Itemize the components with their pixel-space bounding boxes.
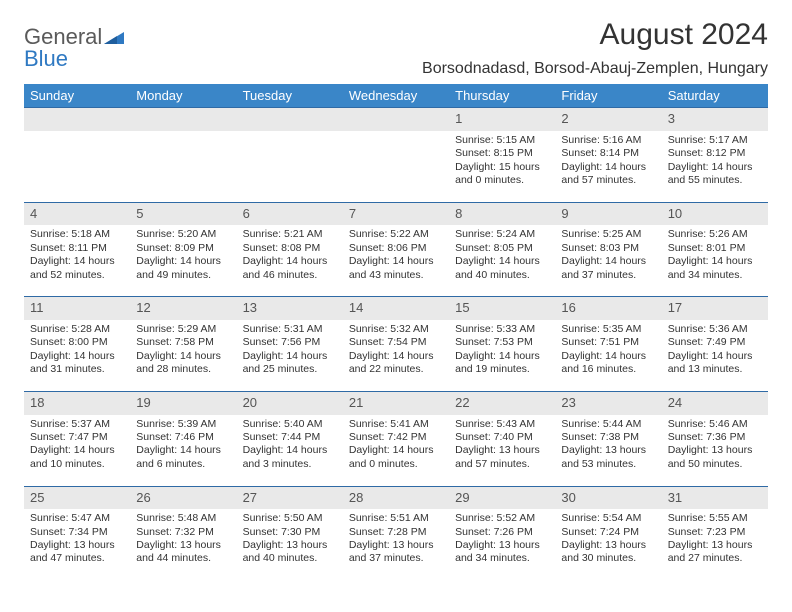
day-details-cell: Sunrise: 5:28 AMSunset: 8:00 PMDaylight:… — [24, 320, 130, 392]
weekday-header: Monday — [130, 84, 236, 108]
day-number-cell: 29 — [449, 486, 555, 509]
day-details-cell — [237, 131, 343, 203]
day-number-cell: 6 — [237, 202, 343, 225]
logo-triangle-icon — [104, 24, 124, 50]
day-number-cell: 27 — [237, 486, 343, 509]
day-details-cell: Sunrise: 5:20 AMSunset: 8:09 PMDaylight:… — [130, 225, 236, 297]
day-number-cell: 31 — [662, 486, 768, 509]
day-number-cell: 10 — [662, 202, 768, 225]
day-details-cell: Sunrise: 5:50 AMSunset: 7:30 PMDaylight:… — [237, 509, 343, 580]
day-number-cell: 19 — [130, 391, 236, 414]
header: GeneralBlue August 2024 Borsodnadasd, Bo… — [24, 18, 768, 78]
day-number-cell: 16 — [555, 297, 661, 320]
day-number-cell: 26 — [130, 486, 236, 509]
weekday-header: Friday — [555, 84, 661, 108]
day-number-cell: 8 — [449, 202, 555, 225]
day-details-cell — [24, 131, 130, 203]
weekday-header: Wednesday — [343, 84, 449, 108]
day-number-cell: 3 — [662, 108, 768, 131]
day-details-cell: Sunrise: 5:15 AMSunset: 8:15 PMDaylight:… — [449, 131, 555, 203]
day-number-cell — [343, 108, 449, 131]
day-details-cell: Sunrise: 5:16 AMSunset: 8:14 PMDaylight:… — [555, 131, 661, 203]
day-details-cell: Sunrise: 5:29 AMSunset: 7:58 PMDaylight:… — [130, 320, 236, 392]
day-details-cell: Sunrise: 5:48 AMSunset: 7:32 PMDaylight:… — [130, 509, 236, 580]
weekday-header: Tuesday — [237, 84, 343, 108]
day-number-row: 18192021222324 — [24, 391, 768, 414]
day-number-cell: 21 — [343, 391, 449, 414]
day-number-cell: 1 — [449, 108, 555, 131]
day-number-row: 11121314151617 — [24, 297, 768, 320]
day-number-row: 45678910 — [24, 202, 768, 225]
day-details-row: Sunrise: 5:37 AMSunset: 7:47 PMDaylight:… — [24, 415, 768, 487]
day-details-cell: Sunrise: 5:37 AMSunset: 7:47 PMDaylight:… — [24, 415, 130, 487]
day-details-cell: Sunrise: 5:52 AMSunset: 7:26 PMDaylight:… — [449, 509, 555, 580]
day-number-cell — [237, 108, 343, 131]
logo: GeneralBlue — [24, 18, 124, 72]
weekday-header-row: SundayMondayTuesdayWednesdayThursdayFrid… — [24, 84, 768, 108]
day-details-cell: Sunrise: 5:25 AMSunset: 8:03 PMDaylight:… — [555, 225, 661, 297]
day-details-row: Sunrise: 5:18 AMSunset: 8:11 PMDaylight:… — [24, 225, 768, 297]
day-details-row: Sunrise: 5:47 AMSunset: 7:34 PMDaylight:… — [24, 509, 768, 580]
day-details-cell: Sunrise: 5:22 AMSunset: 8:06 PMDaylight:… — [343, 225, 449, 297]
day-number-row: 123 — [24, 108, 768, 131]
day-number-cell: 7 — [343, 202, 449, 225]
day-number-cell: 11 — [24, 297, 130, 320]
day-details-cell — [130, 131, 236, 203]
day-details-cell: Sunrise: 5:18 AMSunset: 8:11 PMDaylight:… — [24, 225, 130, 297]
day-number-row: 25262728293031 — [24, 486, 768, 509]
location-text: Borsodnadasd, Borsod-Abauj-Zemplen, Hung… — [422, 60, 768, 78]
day-details-cell: Sunrise: 5:26 AMSunset: 8:01 PMDaylight:… — [662, 225, 768, 297]
day-details-cell: Sunrise: 5:43 AMSunset: 7:40 PMDaylight:… — [449, 415, 555, 487]
day-details-cell — [343, 131, 449, 203]
day-number-cell: 14 — [343, 297, 449, 320]
day-details-cell: Sunrise: 5:41 AMSunset: 7:42 PMDaylight:… — [343, 415, 449, 487]
day-details-cell: Sunrise: 5:51 AMSunset: 7:28 PMDaylight:… — [343, 509, 449, 580]
day-details-cell: Sunrise: 5:55 AMSunset: 7:23 PMDaylight:… — [662, 509, 768, 580]
day-number-cell: 13 — [237, 297, 343, 320]
day-details-cell: Sunrise: 5:31 AMSunset: 7:56 PMDaylight:… — [237, 320, 343, 392]
day-details-row: Sunrise: 5:15 AMSunset: 8:15 PMDaylight:… — [24, 131, 768, 203]
day-number-cell — [24, 108, 130, 131]
day-number-cell: 22 — [449, 391, 555, 414]
day-details-cell: Sunrise: 5:39 AMSunset: 7:46 PMDaylight:… — [130, 415, 236, 487]
day-details-cell: Sunrise: 5:24 AMSunset: 8:05 PMDaylight:… — [449, 225, 555, 297]
day-details-cell: Sunrise: 5:47 AMSunset: 7:34 PMDaylight:… — [24, 509, 130, 580]
day-details-cell: Sunrise: 5:44 AMSunset: 7:38 PMDaylight:… — [555, 415, 661, 487]
day-number-cell: 25 — [24, 486, 130, 509]
day-details-cell: Sunrise: 5:33 AMSunset: 7:53 PMDaylight:… — [449, 320, 555, 392]
day-number-cell: 28 — [343, 486, 449, 509]
day-number-cell: 18 — [24, 391, 130, 414]
day-number-cell: 9 — [555, 202, 661, 225]
day-details-cell: Sunrise: 5:36 AMSunset: 7:49 PMDaylight:… — [662, 320, 768, 392]
weekday-header: Thursday — [449, 84, 555, 108]
weekday-header: Saturday — [662, 84, 768, 108]
day-number-cell: 30 — [555, 486, 661, 509]
day-details-cell: Sunrise: 5:17 AMSunset: 8:12 PMDaylight:… — [662, 131, 768, 203]
day-details-cell: Sunrise: 5:54 AMSunset: 7:24 PMDaylight:… — [555, 509, 661, 580]
day-number-cell — [130, 108, 236, 131]
day-number-cell: 5 — [130, 202, 236, 225]
day-number-cell: 2 — [555, 108, 661, 131]
day-number-cell: 12 — [130, 297, 236, 320]
day-details-row: Sunrise: 5:28 AMSunset: 8:00 PMDaylight:… — [24, 320, 768, 392]
day-number-cell: 20 — [237, 391, 343, 414]
day-number-cell: 17 — [662, 297, 768, 320]
day-number-cell: 15 — [449, 297, 555, 320]
day-details-cell: Sunrise: 5:35 AMSunset: 7:51 PMDaylight:… — [555, 320, 661, 392]
day-number-cell: 23 — [555, 391, 661, 414]
day-details-cell: Sunrise: 5:21 AMSunset: 8:08 PMDaylight:… — [237, 225, 343, 297]
day-number-cell: 24 — [662, 391, 768, 414]
day-details-cell: Sunrise: 5:46 AMSunset: 7:36 PMDaylight:… — [662, 415, 768, 487]
weekday-header: Sunday — [24, 84, 130, 108]
day-details-cell: Sunrise: 5:40 AMSunset: 7:44 PMDaylight:… — [237, 415, 343, 487]
calendar-table: SundayMondayTuesdayWednesdayThursdayFrid… — [24, 84, 768, 580]
day-details-cell: Sunrise: 5:32 AMSunset: 7:54 PMDaylight:… — [343, 320, 449, 392]
day-number-cell: 4 — [24, 202, 130, 225]
month-title: August 2024 — [422, 18, 768, 52]
